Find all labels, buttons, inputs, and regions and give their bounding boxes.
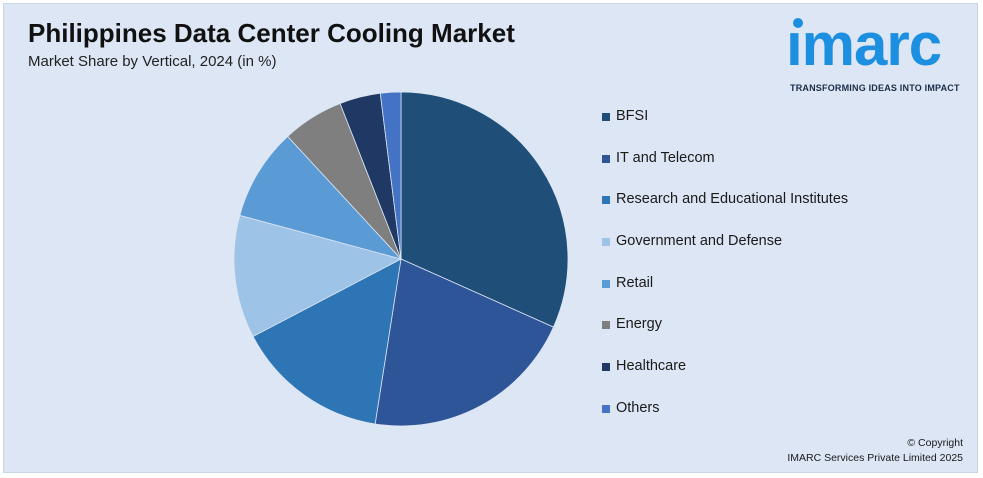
- legend-item-government-and-defense: Government and Defense: [602, 233, 848, 275]
- legend-swatch: [602, 154, 610, 163]
- legend-label: Government and Defense: [616, 233, 783, 250]
- copyright: © Copyright IMARC Services Private Limit…: [787, 436, 963, 466]
- legend-item-others: Others: [602, 400, 848, 442]
- logo-tagline: TRANSFORMING IDEAS INTO IMPACT: [790, 83, 960, 93]
- legend-swatch: [602, 238, 610, 247]
- legend-label: Retail: [616, 274, 654, 291]
- legend-item-healthcare: Healthcare: [602, 358, 848, 400]
- legend-label: Energy: [616, 316, 662, 333]
- legend-swatch: [602, 321, 610, 330]
- imarc-logo: ımarc TRANSFORMING IDEAS INTO IMPACT: [782, 11, 977, 96]
- pie-slice-it-and-telecom: [374, 258, 555, 427]
- legend-item-retail: Retail: [602, 275, 848, 317]
- logo-wordmark: ımarc: [786, 11, 942, 78]
- chart-subtitle: Market Share by Vertical, 2024 (in %): [28, 53, 277, 70]
- chart-title: Philippines Data Center Cooling Market: [28, 18, 515, 48]
- pie-slice-government-and-defense: [233, 214, 403, 337]
- legend-swatch: [602, 196, 610, 205]
- legend-item-energy: Energy: [602, 316, 848, 358]
- pie-slice-others: [379, 91, 402, 260]
- pie-slice-research-and-educational-institutes: [252, 258, 402, 425]
- legend-label: Healthcare: [616, 358, 687, 375]
- chart-legend: BFSI IT and Telecom Research and Education…: [602, 108, 848, 442]
- logo-dot-icon: [793, 18, 803, 28]
- legend-swatch: [602, 279, 610, 288]
- pie-slice-bfsi: [400, 91, 569, 328]
- legend-item-research-and-educational-institutes: Research and Educational Institutes: [602, 191, 848, 233]
- legend-swatch: [602, 404, 610, 413]
- legend-item-it-and-telecom: IT and Telecom: [602, 150, 848, 192]
- legend-swatch: [602, 113, 610, 121]
- pie-slice-retail: [239, 135, 403, 260]
- legend-label: Others: [616, 399, 660, 416]
- copyright-line-2: IMARC Services Private Limited 2025: [787, 452, 963, 464]
- copyright-line-1: © Copyright: [907, 437, 963, 449]
- legend-swatch: [602, 363, 610, 372]
- legend-label: IT and Telecom: [616, 149, 715, 166]
- legend-label: Research and Educational Institutes: [616, 191, 849, 208]
- legend-item-bfsi: BFSI: [602, 108, 848, 150]
- legend-label: BFSI: [616, 108, 649, 124]
